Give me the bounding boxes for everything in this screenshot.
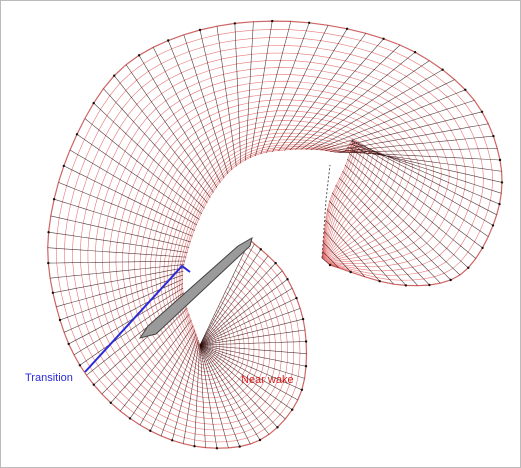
boundary-node (499, 159, 501, 161)
boundary-node (305, 340, 307, 342)
boundary-node (47, 262, 49, 264)
boundary-node (76, 133, 78, 135)
boundary-node (63, 165, 65, 167)
boundary-node (305, 365, 307, 367)
boundary-node (291, 409, 293, 411)
boundary-node (138, 54, 140, 56)
boundary-node (481, 111, 483, 113)
boundary-node (171, 439, 173, 441)
boundary-node (498, 203, 500, 205)
boundary-node (414, 51, 416, 53)
boundary-node (492, 135, 494, 137)
boundary-node (308, 22, 310, 24)
boundary-node (68, 343, 70, 345)
boundary-node (259, 439, 261, 441)
boundary-node (53, 198, 55, 200)
boundary-node (382, 38, 384, 40)
boundary-node (110, 402, 112, 404)
boundary-node (464, 89, 466, 91)
boundary-node (113, 75, 115, 77)
boundary-node (481, 247, 483, 249)
boundary-node (428, 284, 430, 286)
boundary-node (441, 69, 443, 71)
boundary-node (295, 297, 297, 299)
transition-label: Transition (25, 372, 73, 384)
boundary-node (149, 430, 151, 432)
mesh-figure: Transition Near wake (0, 0, 521, 468)
boundary-node (350, 271, 352, 273)
boundary-node (52, 292, 54, 294)
boundary-node (47, 231, 49, 233)
boundary-node (301, 389, 303, 391)
boundary-node (274, 262, 276, 264)
boundary-node (346, 28, 348, 30)
boundary-node (199, 29, 201, 31)
boundary-node (79, 364, 81, 366)
boundary-node (405, 284, 407, 286)
boundary-node (193, 445, 195, 447)
boundary-node (260, 248, 262, 250)
boundary-node (234, 22, 236, 24)
boundary-node (467, 267, 469, 269)
boundary-node (302, 318, 304, 320)
boundary-node (216, 447, 218, 449)
boundary-node (276, 426, 278, 428)
boundary-node (379, 280, 381, 282)
boundary-node (167, 39, 169, 41)
boundary-node (271, 20, 273, 22)
boundary-node (93, 102, 95, 104)
boundary-node (501, 181, 503, 183)
boundary-node (329, 264, 331, 266)
boundary-node (59, 319, 61, 321)
near-wake-label: Near wake (241, 374, 294, 386)
boundary-node (239, 445, 241, 447)
boundary-node (93, 384, 95, 386)
boundary-node (286, 278, 288, 280)
boundary-node (129, 417, 131, 419)
boundary-node (492, 224, 494, 226)
boundary-node (450, 279, 452, 281)
